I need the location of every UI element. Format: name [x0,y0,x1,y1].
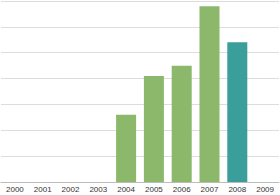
svg-text:2003: 2003 [89,185,107,194]
svg-text:2006: 2006 [173,185,191,194]
svg-text:2005: 2005 [145,185,163,194]
svg-text:2000: 2000 [6,185,24,194]
svg-text:2008: 2008 [228,185,246,194]
svg-text:2007: 2007 [201,185,219,194]
svg-text:2004: 2004 [117,185,135,194]
svg-text:2001: 2001 [34,185,52,194]
svg-text:2009: 2009 [256,185,274,194]
svg-text:2002: 2002 [62,185,80,194]
